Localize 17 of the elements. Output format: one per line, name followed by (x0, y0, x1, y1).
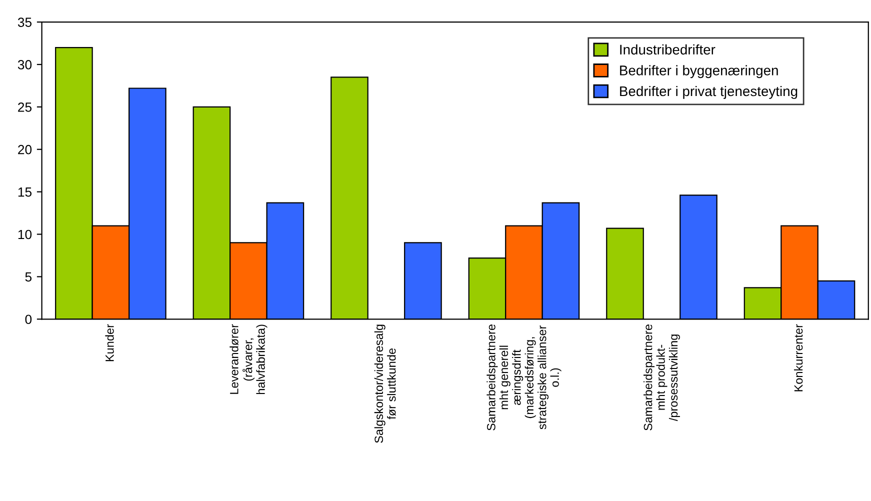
x-tick-label: Konkurrenter (794, 324, 803, 392)
legend-label: Bedrifter i byggenæringen (620, 65, 778, 78)
y-tick-label: 5 (25, 272, 32, 282)
y-tick-label: 15 (18, 188, 32, 197)
y-tick-label: 20 (18, 144, 32, 154)
y-tick-label: 10 (18, 230, 32, 240)
y-tick-label: 25 (18, 102, 32, 112)
x-tick-label: Samarbeidspartnere mht produkt- /prosessutvikling (644, 324, 680, 430)
x-tick-label: Kunder (105, 324, 114, 362)
legend-label: Bedrifter i privat tjenesteyting (620, 86, 798, 99)
x-tick-label: Leverandører (råvarer, halvfabrikata) (230, 324, 268, 394)
y-tick-label: 30 (18, 60, 32, 70)
legend-label: Industribedrifter (620, 44, 716, 55)
y-tick-label: 0 (25, 314, 32, 324)
x-tick-label: Samarbeidspartnere mht generell æringsdrift (markedsføring, strategiske allianser o.l.) (486, 324, 562, 430)
y-tick-label: 35 (18, 18, 32, 27)
x-tick-label: Salgskontor/videresalg før sluttkunde (374, 324, 396, 443)
